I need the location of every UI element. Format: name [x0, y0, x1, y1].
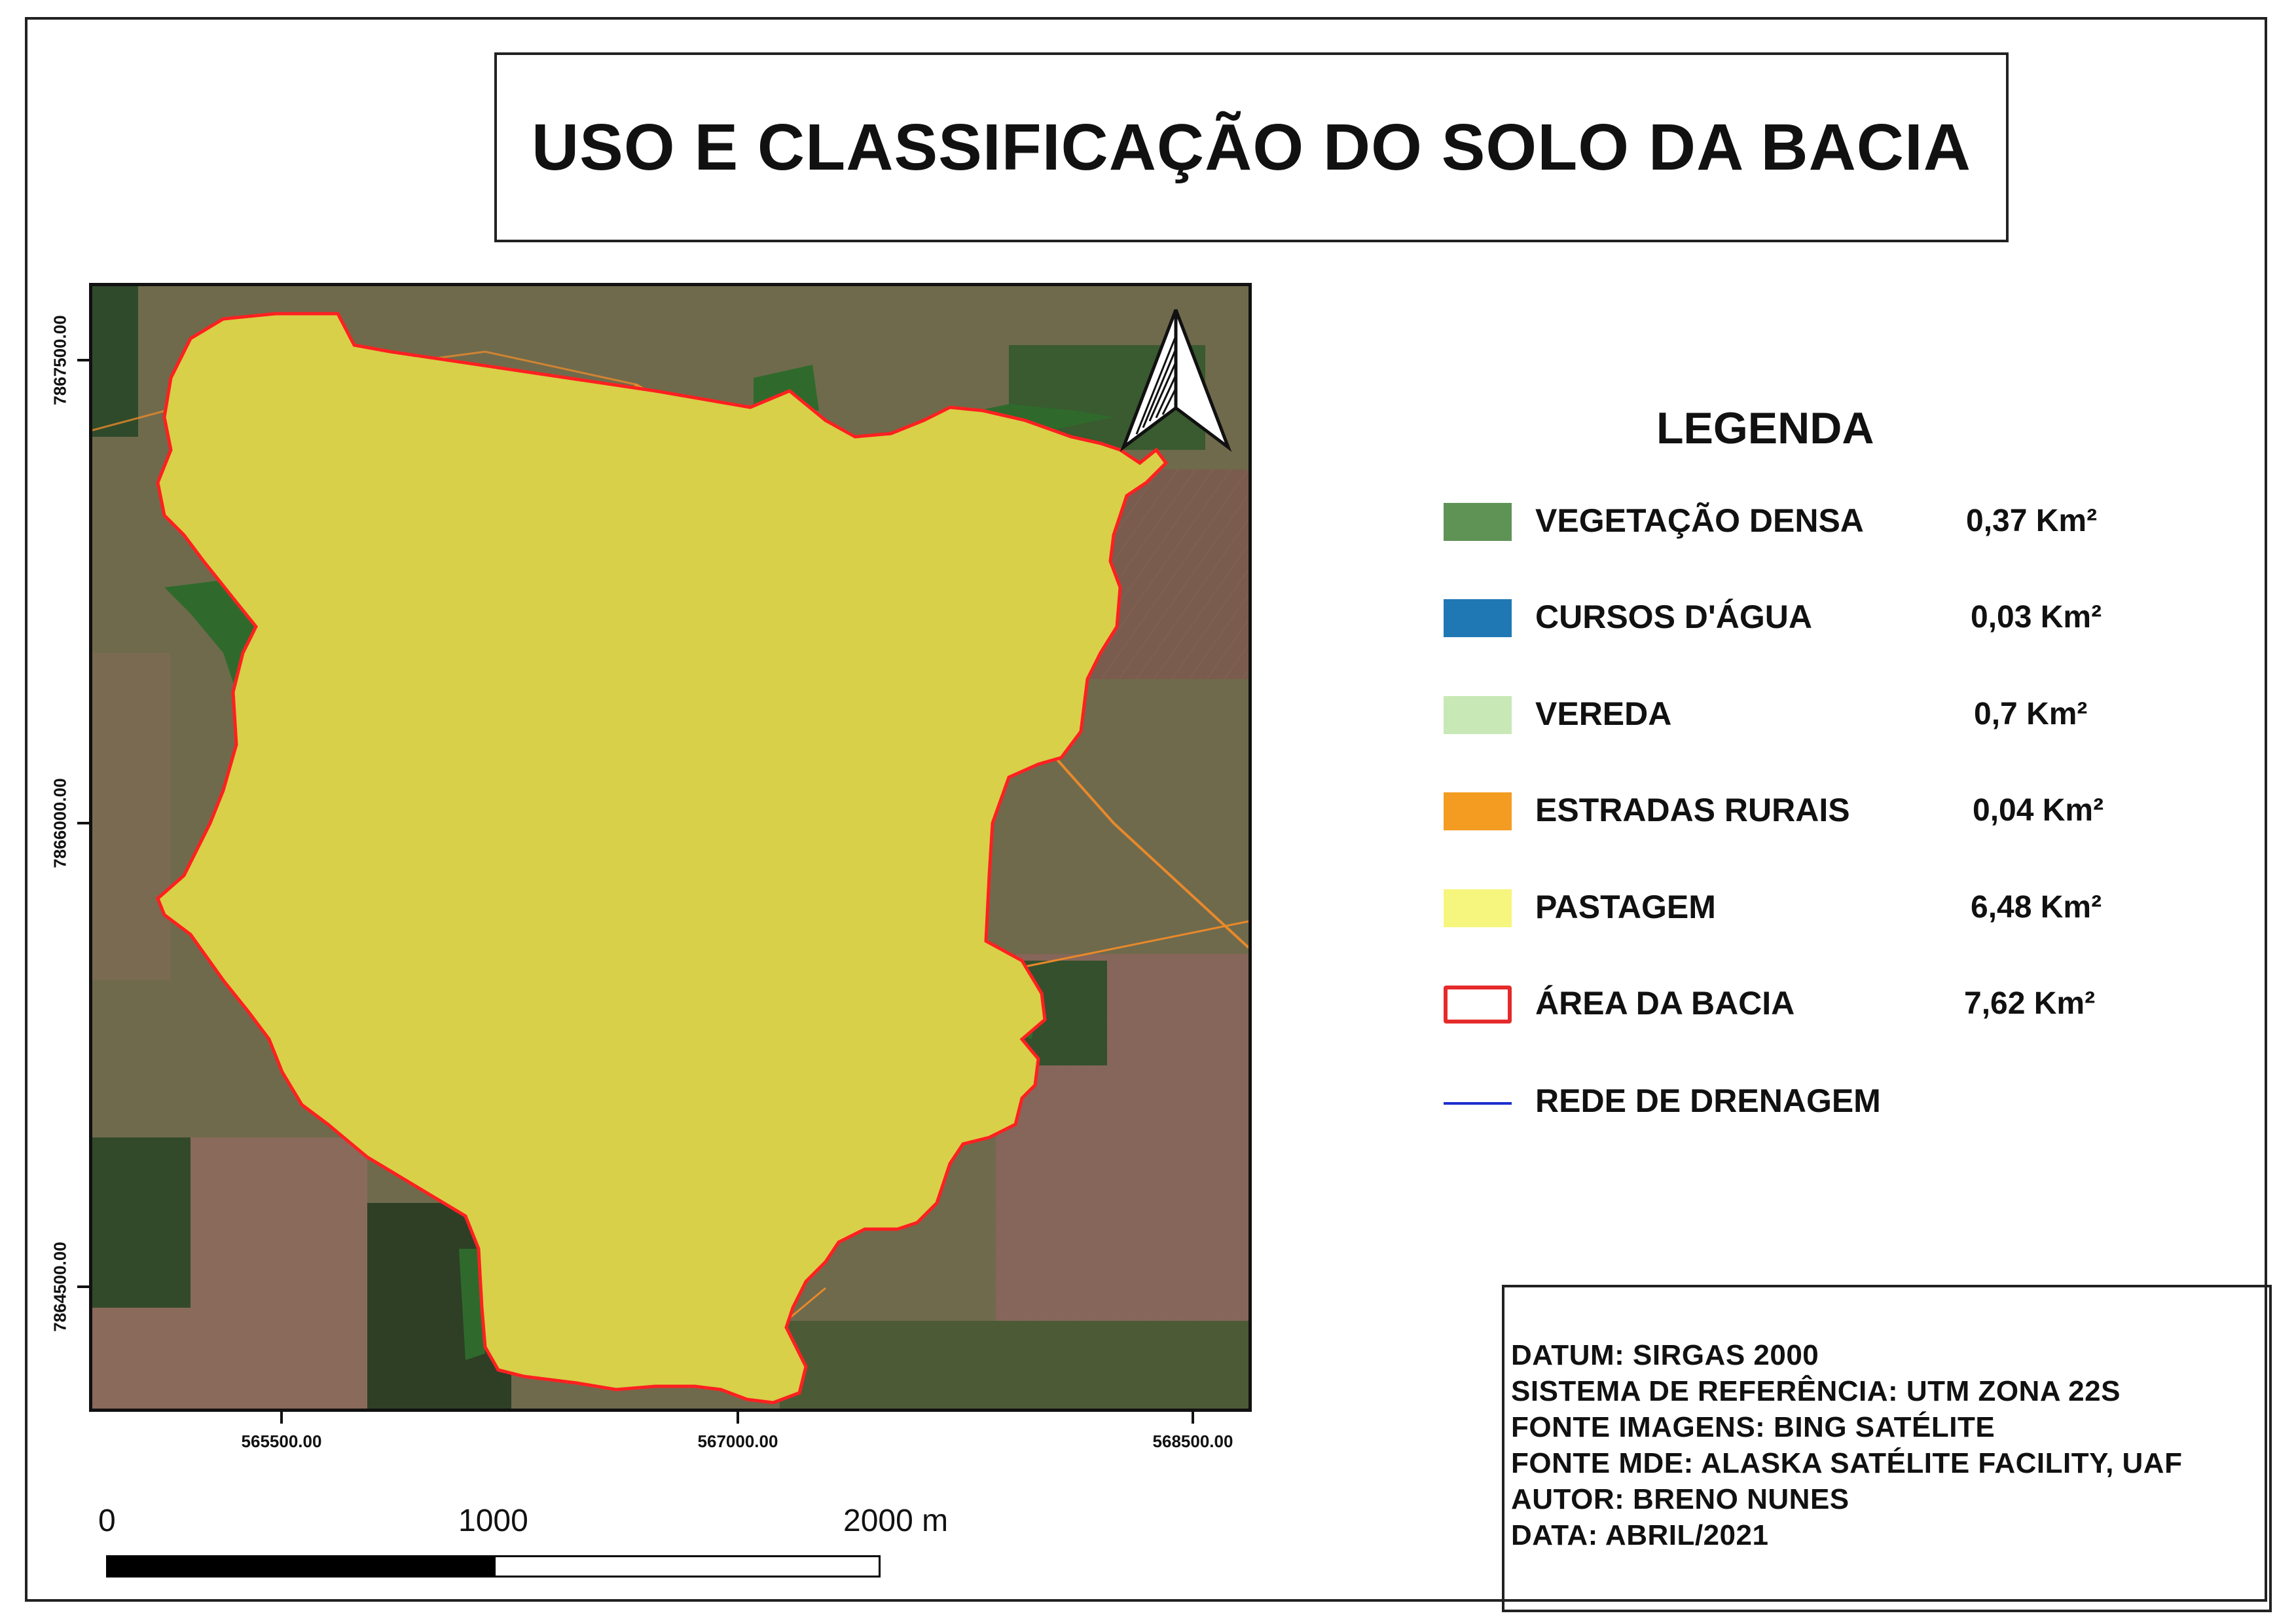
legend-swatch-drainage	[1444, 1102, 1512, 1105]
metadata-date: DATA: ABRIL/2021	[1511, 1519, 1769, 1551]
x-coordinate-label: 567000.00	[697, 1431, 778, 1451]
tick-mark	[280, 1412, 283, 1424]
map-canvas[interactable]	[92, 286, 1248, 1409]
tick-mark	[77, 1285, 89, 1288]
map-frame[interactable]	[89, 283, 1252, 1412]
field-patch	[92, 653, 171, 980]
page-frame	[25, 17, 2267, 1602]
title-box: USO E CLASSIFICAÇÃO DO SOLO DA BACIA	[494, 52, 2009, 242]
legend-value: 6,48 Km²	[1971, 890, 2102, 925]
legend-value: 0,37 Km²	[1966, 504, 2098, 538]
metadata-reference-system: SISTEMA DE REFERÊNCIA: UTM ZONA 22S	[1511, 1375, 2121, 1407]
legend-value: 0,7 Km²	[1974, 697, 2088, 731]
y-coordinate-label: 7864500.00	[50, 1242, 70, 1332]
legend-label: PASTAGEM	[1535, 889, 1716, 925]
legend-label: ESTRADAS RURAIS	[1535, 792, 1850, 828]
forest-patch	[92, 1137, 191, 1308]
legend-label: VEGETAÇÃO DENSA	[1535, 502, 1864, 539]
metadata-datum: DATUM: SIRGAS 2000	[1511, 1339, 1819, 1371]
y-coordinate-label: 7867500.00	[50, 315, 70, 405]
legend-title: LEGENDA	[1656, 403, 1874, 453]
legend-label: REDE DE DRENAGEM	[1535, 1082, 1881, 1119]
riparian-strip	[780, 1321, 1248, 1409]
x-coordinate-label: 565500.00	[241, 1431, 322, 1451]
scale-label: 0	[98, 1504, 116, 1538]
legend-label: CURSOS D'ÁGUA	[1535, 599, 1813, 635]
legend-swatch-roads	[1444, 792, 1512, 830]
tick-mark	[737, 1412, 739, 1424]
y-coordinate-label: 7866000.00	[50, 778, 70, 868]
legend-swatch-dense-vegetation	[1444, 503, 1512, 541]
scale-bar-segment-empty	[494, 1555, 881, 1578]
metadata-box	[1502, 1285, 2272, 1612]
metadata-image-source: FONTE IMAGENS: BING SATÉLITE	[1511, 1411, 1995, 1443]
tick-mark	[1192, 1412, 1194, 1424]
forest-patch	[92, 286, 138, 437]
scale-label: 1000	[458, 1504, 528, 1538]
metadata-author: AUTOR: BRENO NUNES	[1511, 1483, 1850, 1515]
map-title: USO E CLASSIFICAÇÃO DO SOLO DA BACIA	[531, 110, 1972, 184]
legend-value: 0,04 Km²	[1973, 793, 2104, 828]
scale-bar-segment-filled	[106, 1555, 494, 1578]
legend-value: 7,62 Km²	[1964, 986, 2096, 1021]
scale-label: 2000 m	[843, 1504, 949, 1538]
legend-swatch-water	[1444, 599, 1512, 637]
tick-mark	[77, 359, 89, 361]
legend-value: 0,03 Km²	[1971, 600, 2102, 635]
legend-swatch-pasture	[1444, 889, 1512, 927]
legend-label: VEREDA	[1535, 695, 1672, 732]
legend-label: ÁREA DA BACIA	[1535, 985, 1795, 1022]
x-coordinate-label: 568500.00	[1152, 1431, 1233, 1451]
legend-swatch-vereda	[1444, 696, 1512, 734]
legend-swatch-basin-area	[1444, 986, 1512, 1024]
north-arrow-icon	[1120, 309, 1232, 452]
tick-mark	[77, 822, 89, 824]
metadata-dem-source: FONTE MDE: ALASKA SATÉLITE FACILITY, UAF	[1511, 1447, 2183, 1479]
